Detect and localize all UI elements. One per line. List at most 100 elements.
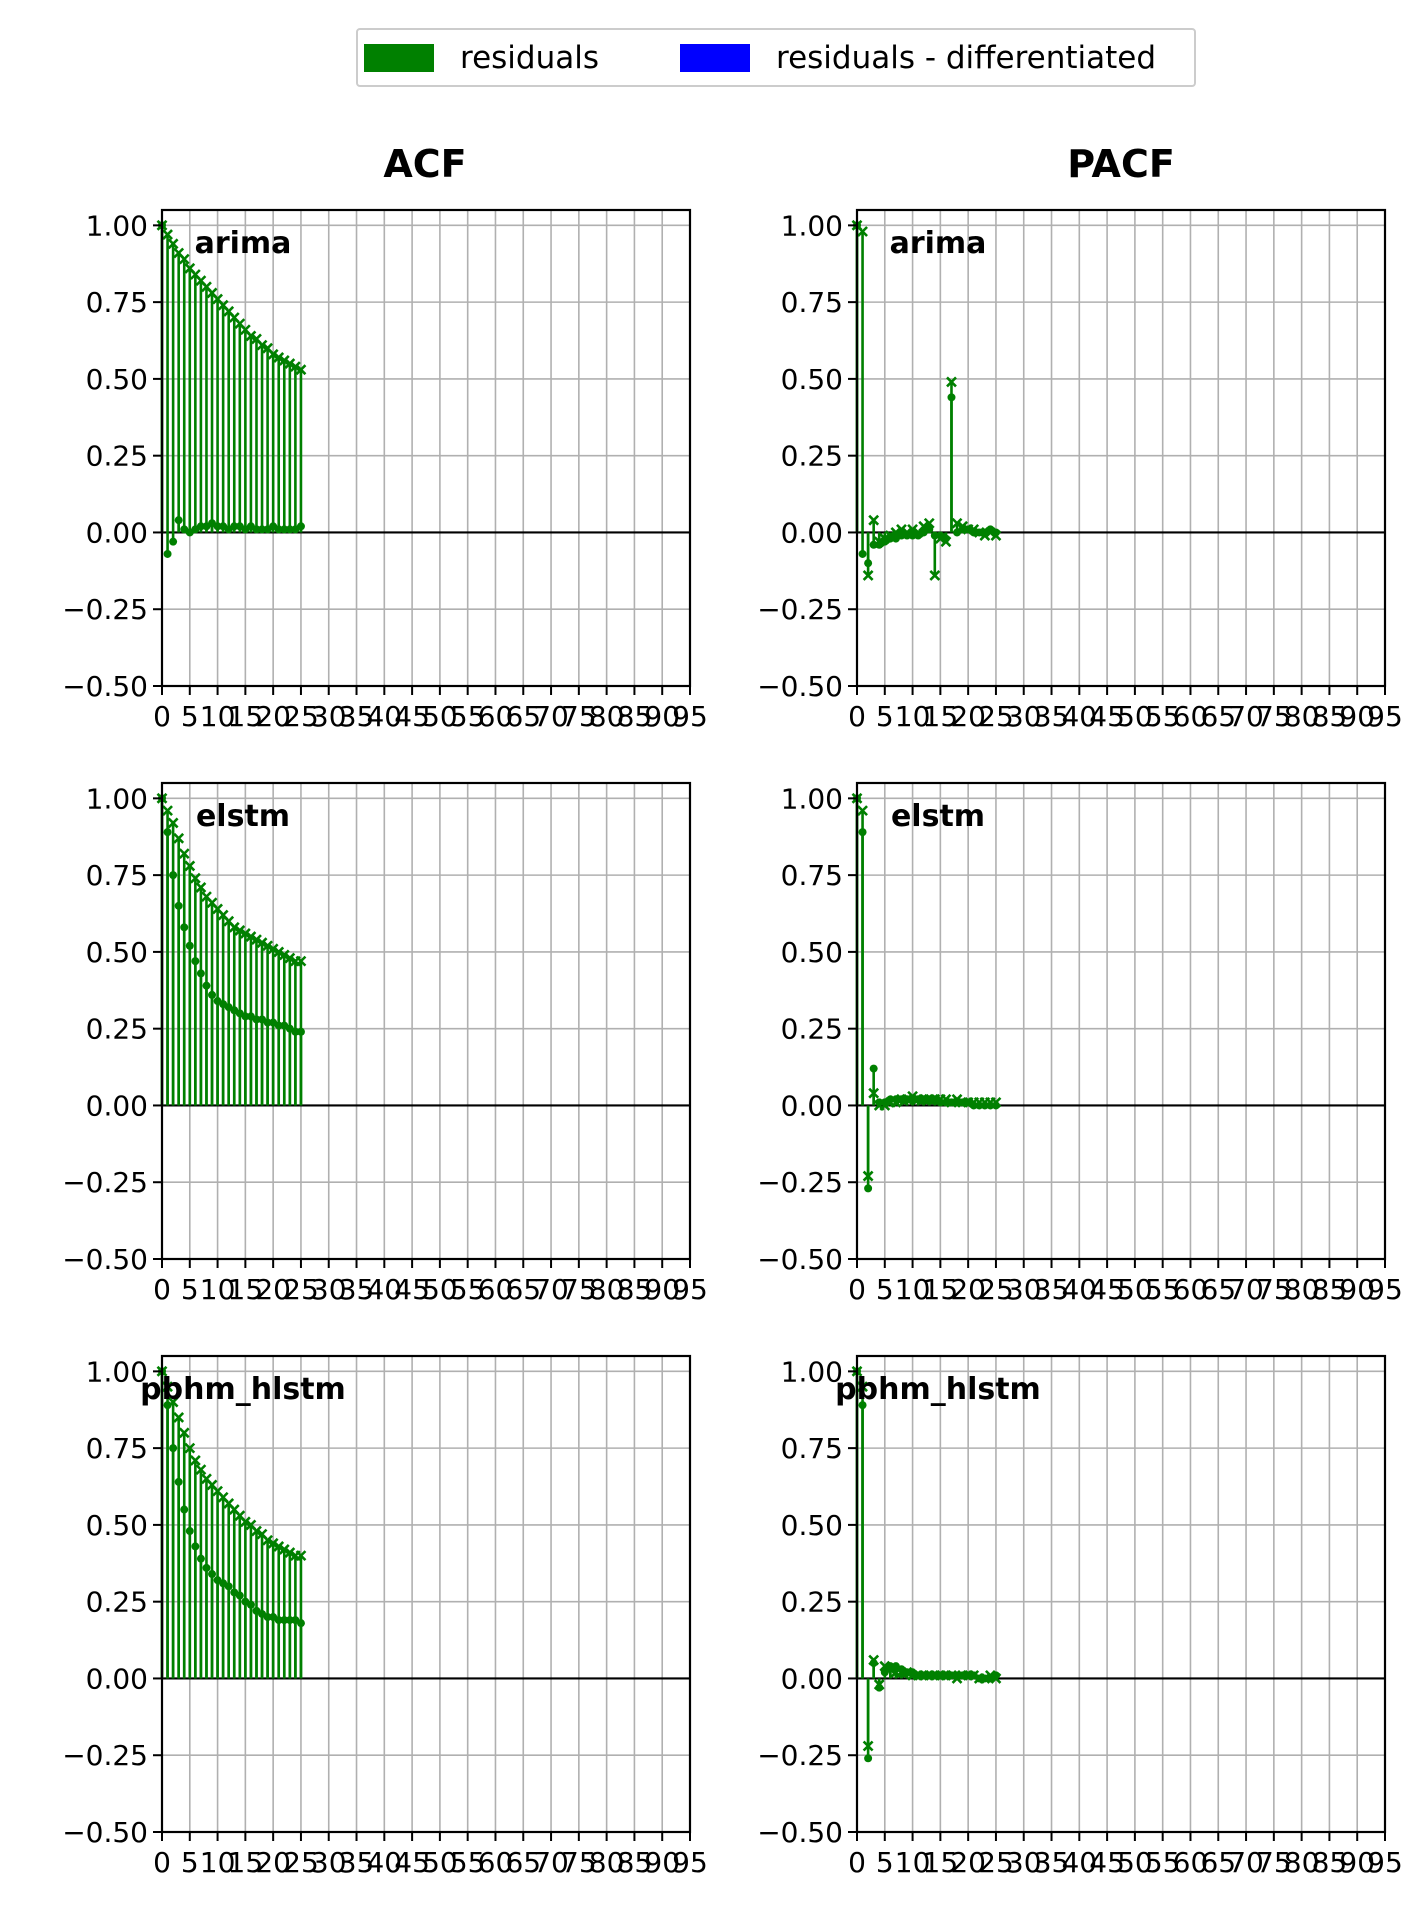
- elstm-acf-residuals-point-13: [228, 921, 240, 933]
- arima-acf-xtick-label-4: 20: [255, 700, 291, 733]
- elstm-pacf-ytick-label-1: −0.25: [757, 1166, 843, 1199]
- arima-pacf-residuals-point-3: [868, 514, 880, 526]
- elstm-acf-xtick-label-10: 50: [422, 1273, 458, 1306]
- elstm-acf-xtick-label-11: 55: [450, 1273, 486, 1306]
- elstm-pacf-xtick-label-13: 65: [1200, 1273, 1236, 1306]
- pacf-column-title: PACF: [1067, 142, 1175, 186]
- legend-swatch-residuals: [364, 43, 434, 72]
- pbhm_hlstm-acf-xtick-label-6: 30: [311, 1846, 347, 1879]
- pbhm_hlstm-pacf-residuals-differentiated-point-20: [964, 1671, 973, 1680]
- pbhm_hlstm-pacf-xtick-label-5: 25: [978, 1846, 1014, 1879]
- arima-pacf-residuals-differentiated-point-16: [941, 534, 950, 543]
- pbhm_hlstm-pacf-residuals-differentiated-point-1: [858, 1401, 867, 1410]
- elstm-acf-ytick-label-4: 0.50: [86, 936, 148, 969]
- pbhm_hlstm-pacf-ytick-label-4: 0.50: [781, 1509, 843, 1542]
- arima-pacf-ytick-label-5: 0.75: [781, 286, 843, 319]
- elstm-pacf-xtick-label-9: 45: [1089, 1273, 1125, 1306]
- arima-acf-ytick-label-2: 0.00: [86, 516, 148, 549]
- pbhm_hlstm-acf-residuals-point-15: [239, 1516, 251, 1528]
- arima-acf-residuals-differentiated-point-18: [258, 525, 267, 534]
- arima-pacf-xtick-label-5: 25: [978, 700, 1014, 733]
- elstm-acf-xtick-label-2: 10: [200, 1273, 236, 1306]
- arima-acf-ytick-label-1: −0.25: [62, 593, 148, 626]
- arima-acf-residuals-differentiated-point-1: [163, 549, 172, 558]
- pbhm_hlstm-pacf-xtick-label-9: 45: [1089, 1846, 1125, 1879]
- arima-pacf-residuals-point-1: [857, 226, 868, 237]
- elstm-acf-xtick-label-5: 25: [283, 1273, 319, 1306]
- elstm-acf-residuals-differentiated-point-1: [163, 828, 172, 837]
- arima-acf-xtick-label-1: 5: [181, 700, 199, 733]
- pbhm_hlstm-acf-residuals-point-3: [173, 1412, 185, 1423]
- elstm-pacf-residuals-point-1: [857, 805, 868, 817]
- pbhm_hlstm-acf-ytick-label-1: −0.25: [62, 1739, 148, 1772]
- arima-acf-xtick-label-13: 65: [505, 700, 541, 733]
- arima-pacf-residuals-differentiated-point-14: [930, 531, 939, 540]
- elstm-acf-model-label: elstm: [196, 799, 290, 834]
- arima-acf-residuals-differentiated-point-22: [280, 525, 289, 534]
- arima-pacf-residuals-point-13: [923, 517, 935, 529]
- arima-acf-ytick-label-5: 0.75: [86, 286, 148, 319]
- pbhm_hlstm-acf-residuals-differentiated-point-8: [202, 1563, 211, 1572]
- pbhm_hlstm-pacf-ytick-label-5: 0.75: [781, 1432, 843, 1465]
- pbhm_hlstm-pacf-model-label: pbhm_hlstm: [835, 1372, 1041, 1407]
- pbhm_hlstm-pacf-residuals-point-1: [857, 1381, 868, 1393]
- pbhm_hlstm-acf-xtick-label-3: 15: [228, 1846, 264, 1879]
- arima-pacf-residuals-point-18: [951, 517, 963, 529]
- elstm-acf-residuals-differentiated-point-7: [196, 969, 205, 978]
- arima-acf-residuals-point-20: [267, 348, 279, 360]
- arima-acf-xtick-label-19: 95: [672, 700, 708, 733]
- elstm-acf-residuals-point-15: [239, 928, 251, 939]
- arima-pacf-xtick-label-18: 90: [1339, 700, 1375, 733]
- pbhm_hlstm-pacf-xtick-label-4: 20: [950, 1846, 986, 1879]
- arima-acf-xtick-label-14: 70: [533, 700, 569, 733]
- pbhm_hlstm-pacf-xtick-label-3: 15: [923, 1846, 959, 1879]
- arima-acf-residuals-point-16: [245, 330, 257, 342]
- elstm-pacf-xtick-label-8: 40: [1061, 1273, 1097, 1306]
- pbhm_hlstm-pacf-xtick-label-2: 10: [895, 1846, 931, 1879]
- arima-acf-ytick-label-4: 0.50: [86, 363, 148, 396]
- arima-acf-residuals-point-4: [178, 253, 190, 265]
- elstm-pacf-frame: [855, 781, 1387, 1261]
- elstm-pacf-residuals-differentiated-point-1: [858, 828, 867, 837]
- pbhm_hlstm-acf-xtick-label-10: 50: [422, 1846, 458, 1879]
- elstm-acf-xtick-label-16: 80: [589, 1273, 625, 1306]
- elstm-acf-xtick-label-6: 30: [311, 1273, 347, 1306]
- elstm-acf-residuals-differentiated-point-8: [202, 981, 211, 990]
- arima-acf-xtick-label-0: 0: [153, 700, 171, 733]
- pbhm_hlstm-acf-xtick-label-11: 55: [450, 1846, 486, 1879]
- pbhm_hlstm-pacf-xtick-label-17: 85: [1312, 1846, 1348, 1879]
- elstm-acf-xtick-label-4: 20: [255, 1273, 291, 1306]
- arima-acf-panel: −0.50 −0.25 0.00 0.25 0.50 0.75 1.00 0 5 10152025…: [62, 208, 708, 733]
- pbhm_hlstm-acf-residuals-point-6: [189, 1454, 201, 1466]
- arima-acf-xtick-label-3: 15: [228, 700, 264, 733]
- pbhm_hlstm-acf-xtick-label-0: 0: [153, 1846, 171, 1879]
- arima-acf-xtick-label-7: 35: [339, 700, 375, 733]
- elstm-pacf-residuals-differentiated-point-23: [980, 1101, 989, 1110]
- elstm-pacf-residuals-differentiated-point-6: [886, 1095, 895, 1104]
- elstm-pacf-residuals-differentiated-point-12: [919, 1095, 928, 1104]
- pbhm_hlstm-acf-xtick-label-16: 80: [589, 1846, 625, 1879]
- arima-pacf-residuals-point-8: [896, 523, 907, 535]
- pbhm_hlstm-pacf-ytick-label-3: 0.25: [781, 1586, 843, 1619]
- pbhm_hlstm-acf-residuals-point-4: [178, 1427, 190, 1439]
- arima-pacf-ytick-label-3: 0.25: [781, 440, 843, 473]
- elstm-acf-residuals-differentiated-point-9: [208, 990, 217, 999]
- pbhm_hlstm-pacf-residuals-differentiated-point-14: [930, 1671, 939, 1680]
- pbhm_hlstm-acf-xtick-label-2: 10: [200, 1846, 236, 1879]
- pbhm_hlstm-acf-xtick-label-8: 40: [366, 1846, 402, 1879]
- arima-pacf-xtick-label-11: 55: [1145, 700, 1181, 733]
- arima-pacf-residuals-point-10: [907, 523, 918, 535]
- arima-acf-xtick-label-9: 45: [394, 700, 430, 733]
- elstm-pacf-ytick-label-2: 0.00: [781, 1089, 843, 1122]
- elstm-acf-residuals-differentiated-point-25: [296, 1027, 305, 1036]
- arima-acf-residuals-point-1: [162, 229, 173, 240]
- arima-pacf-xtick-label-14: 70: [1228, 700, 1264, 733]
- arima-acf-residuals-differentiated-point-7: [196, 522, 205, 531]
- pbhm_hlstm-acf-panel: −0.50 −0.25 0.00 0.25 0.50 0.75 1.00 0 5 10152025…: [62, 1354, 708, 1879]
- elstm-acf-residuals-differentiated-point-5: [185, 941, 194, 950]
- pbhm_hlstm-pacf-residuals-differentiated-point-19: [958, 1671, 967, 1680]
- elstm-pacf-xtick-label-4: 20: [950, 1273, 986, 1306]
- pbhm_hlstm-acf-residuals-differentiated-point-19: [263, 1613, 272, 1622]
- elstm-pacf-xtick-label-1: 5: [876, 1273, 894, 1306]
- arima-pacf-xtick-label-1: 5: [876, 700, 894, 733]
